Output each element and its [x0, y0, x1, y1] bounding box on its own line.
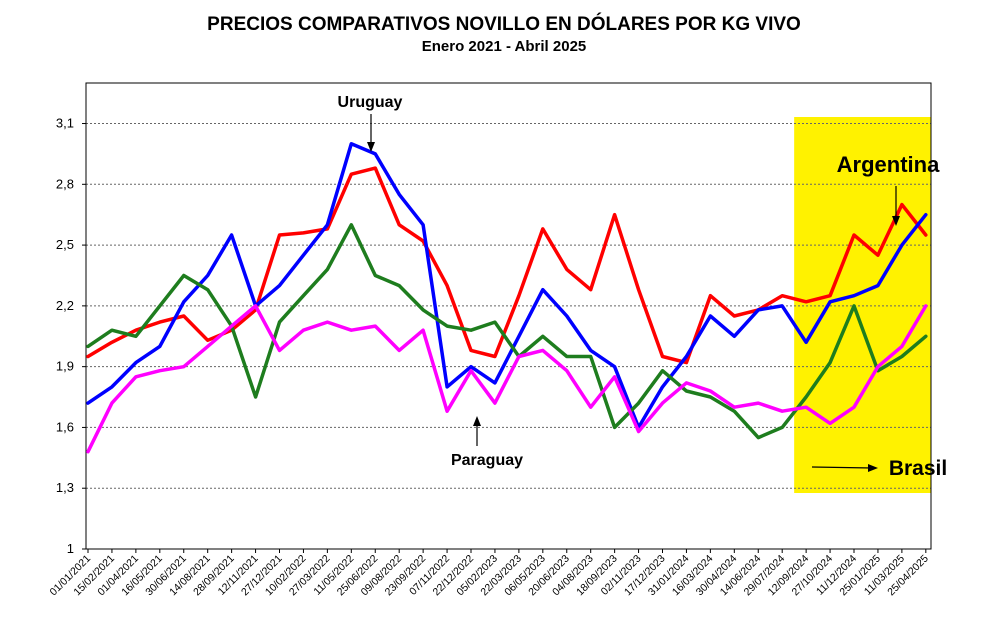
- y-tick-label: 1: [67, 541, 74, 556]
- y-tick-label: 3,1: [56, 116, 74, 131]
- annotations: Uruguay Paraguay Argentina Brasil: [338, 94, 948, 480]
- y-tick-label: 2,5: [56, 237, 74, 252]
- label-argentina: Argentina: [837, 152, 940, 177]
- series-lines: [86, 142, 928, 454]
- chart-subtitle: Enero 2021 - Abril 2025: [422, 38, 587, 55]
- arrowhead-argentina: [892, 216, 900, 226]
- arrowhead-brasil: [868, 464, 878, 472]
- series-line-paraguay: [86, 223, 928, 440]
- x-axis: 01/01/202115/02/202101/04/202116/05/2021…: [47, 549, 931, 598]
- arrowhead-uruguay: [367, 142, 375, 152]
- arrowhead-paraguay: [473, 416, 481, 426]
- series-line-argentina: [86, 166, 928, 365]
- y-tick-label: 2,8: [56, 176, 74, 191]
- y-tick-label: 1,6: [56, 419, 74, 434]
- y-axis: 1 1,3 1,6 1,9 2,2 2,5 2,8 3,1: [56, 116, 86, 556]
- chart-title: PRECIOS COMPARATIVOS NOVILLO EN DÓLARES …: [207, 13, 801, 35]
- arrow-brasil: [811, 466, 873, 469]
- y-tick-label: 1,9: [56, 359, 74, 374]
- series-line-uruguay: [86, 142, 928, 430]
- plot-area-frame: [85, 82, 932, 550]
- y-tick-label: 1,3: [56, 480, 74, 495]
- label-paraguay: Paraguay: [451, 452, 523, 469]
- label-uruguay: Uruguay: [338, 94, 403, 111]
- label-brasil: Brasil: [889, 457, 947, 480]
- series-line-brasil: [86, 304, 928, 454]
- highlight-box: [794, 117, 931, 493]
- y-tick-label: 2,2: [56, 298, 74, 313]
